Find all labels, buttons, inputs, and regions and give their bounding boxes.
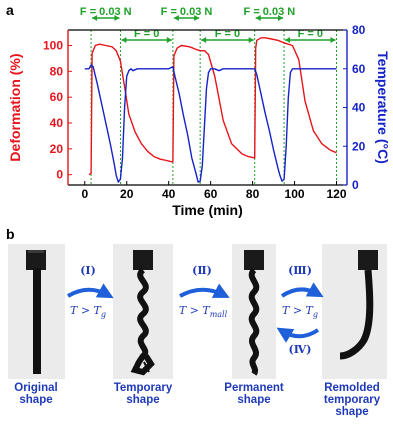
- x-axis-title: Time (min): [172, 202, 243, 218]
- left-y-tick-label: 100: [43, 39, 63, 53]
- phase-arrowhead-right: [278, 15, 284, 21]
- phase-annotations: F = 0.03 NF = 0F = 0.03 NF = 0F = 0.03 N…: [80, 6, 338, 185]
- x-tick-label: 20: [120, 187, 134, 201]
- bent-strip-image: [339, 250, 378, 360]
- x-tick-label: 60: [204, 187, 218, 201]
- helical-strip-image: [244, 250, 264, 376]
- load-phase-label: F = 0.03 N: [161, 6, 213, 18]
- deformation-series-line: [88, 37, 337, 176]
- twisted-strip-image: [130, 250, 155, 376]
- chart-axes: 0 20 40 60 80 100 120020406080100020406080Time…: [7, 23, 391, 218]
- panel-a-letter: a: [6, 2, 14, 18]
- series-lines: [84, 37, 337, 183]
- step-ii-label: (Ⅱ): [192, 264, 212, 277]
- phase-arrowhead-left: [92, 15, 98, 21]
- right-y-tick-label: 60: [352, 62, 366, 76]
- temporary-shape-photo: [113, 244, 173, 379]
- original-shape-photo: [8, 244, 65, 379]
- temporary-shape-label: Temporary shape: [113, 382, 173, 406]
- x-tick-label: 0: [81, 187, 88, 201]
- left-y-axis-title: Deformation (%): [7, 53, 23, 161]
- load-phase-label: F = 0.03 N: [80, 6, 132, 18]
- phase-arrowhead-left: [285, 37, 291, 43]
- right-y-tick-label: 0: [352, 178, 359, 192]
- phase-arrowhead-right: [248, 37, 254, 43]
- step-ii-arrow: [179, 283, 230, 298]
- phase-arrowhead-left: [121, 37, 127, 43]
- panel-b-letter: b: [6, 226, 15, 242]
- step-iii-condition: T > Tg: [281, 304, 318, 320]
- original-shape-label: Original shape: [14, 382, 58, 406]
- right-y-tick-label: 20: [352, 139, 366, 153]
- left-y-tick-label: 60: [50, 90, 64, 104]
- deformation-temperature-chart: F = 0.03 NF = 0F = 0.03 NF = 0F = 0.03 N…: [7, 6, 391, 218]
- x-tick-label: 80: [246, 187, 260, 201]
- permanent-shape-label: Permanent shape: [224, 382, 284, 406]
- phase-arrowhead-right: [114, 15, 120, 21]
- right-y-tick-label: 40: [352, 101, 366, 115]
- x-tick-label: 120: [326, 187, 346, 201]
- remolded-shape-label: Remolded temporary shape: [323, 382, 381, 418]
- right-y-tick-label: 80: [352, 23, 366, 37]
- unload-phase-label: F = 0: [298, 28, 323, 40]
- left-y-tick-label: 40: [50, 116, 64, 130]
- step-i-condition: T > Tg: [69, 304, 106, 320]
- phase-arrowhead-left: [201, 37, 207, 43]
- unload-phase-label: F = 0: [134, 28, 159, 40]
- phase-arrowhead-left: [173, 15, 179, 21]
- left-y-tick-label: 0: [56, 168, 63, 182]
- step-iv-arrow: [276, 327, 320, 343]
- left-y-tick-label: 20: [50, 142, 64, 156]
- x-tick-label: 40: [162, 187, 176, 201]
- phase-arrowhead-right: [330, 37, 336, 43]
- phase-arrowhead-left: [255, 15, 261, 21]
- load-phase-label: F = 0.03 N: [244, 6, 296, 18]
- step-iv-label: (Ⅳ): [288, 343, 312, 356]
- phase-arrowhead-right: [194, 15, 200, 21]
- step-iii-label: (Ⅲ): [288, 264, 312, 277]
- step-i-label: (Ⅰ): [80, 264, 96, 277]
- step-i-arrow: [66, 283, 114, 299]
- remolded-shape-photo: [322, 244, 387, 379]
- right-y-axis-title: Temperature (°C): [375, 51, 391, 164]
- step-ii-condition: T > Tmall: [178, 304, 228, 320]
- step-iii-arrow: [280, 282, 324, 298]
- x-tick-label: 100: [285, 187, 305, 201]
- left-y-tick-label: 80: [50, 64, 64, 78]
- permanent-shape-photo: [232, 244, 276, 379]
- unload-phase-label: F = 0: [215, 28, 240, 40]
- temperature-series-line: [84, 64, 337, 183]
- phase-arrowhead-right: [166, 37, 172, 43]
- original-strip-image: [26, 250, 46, 374]
